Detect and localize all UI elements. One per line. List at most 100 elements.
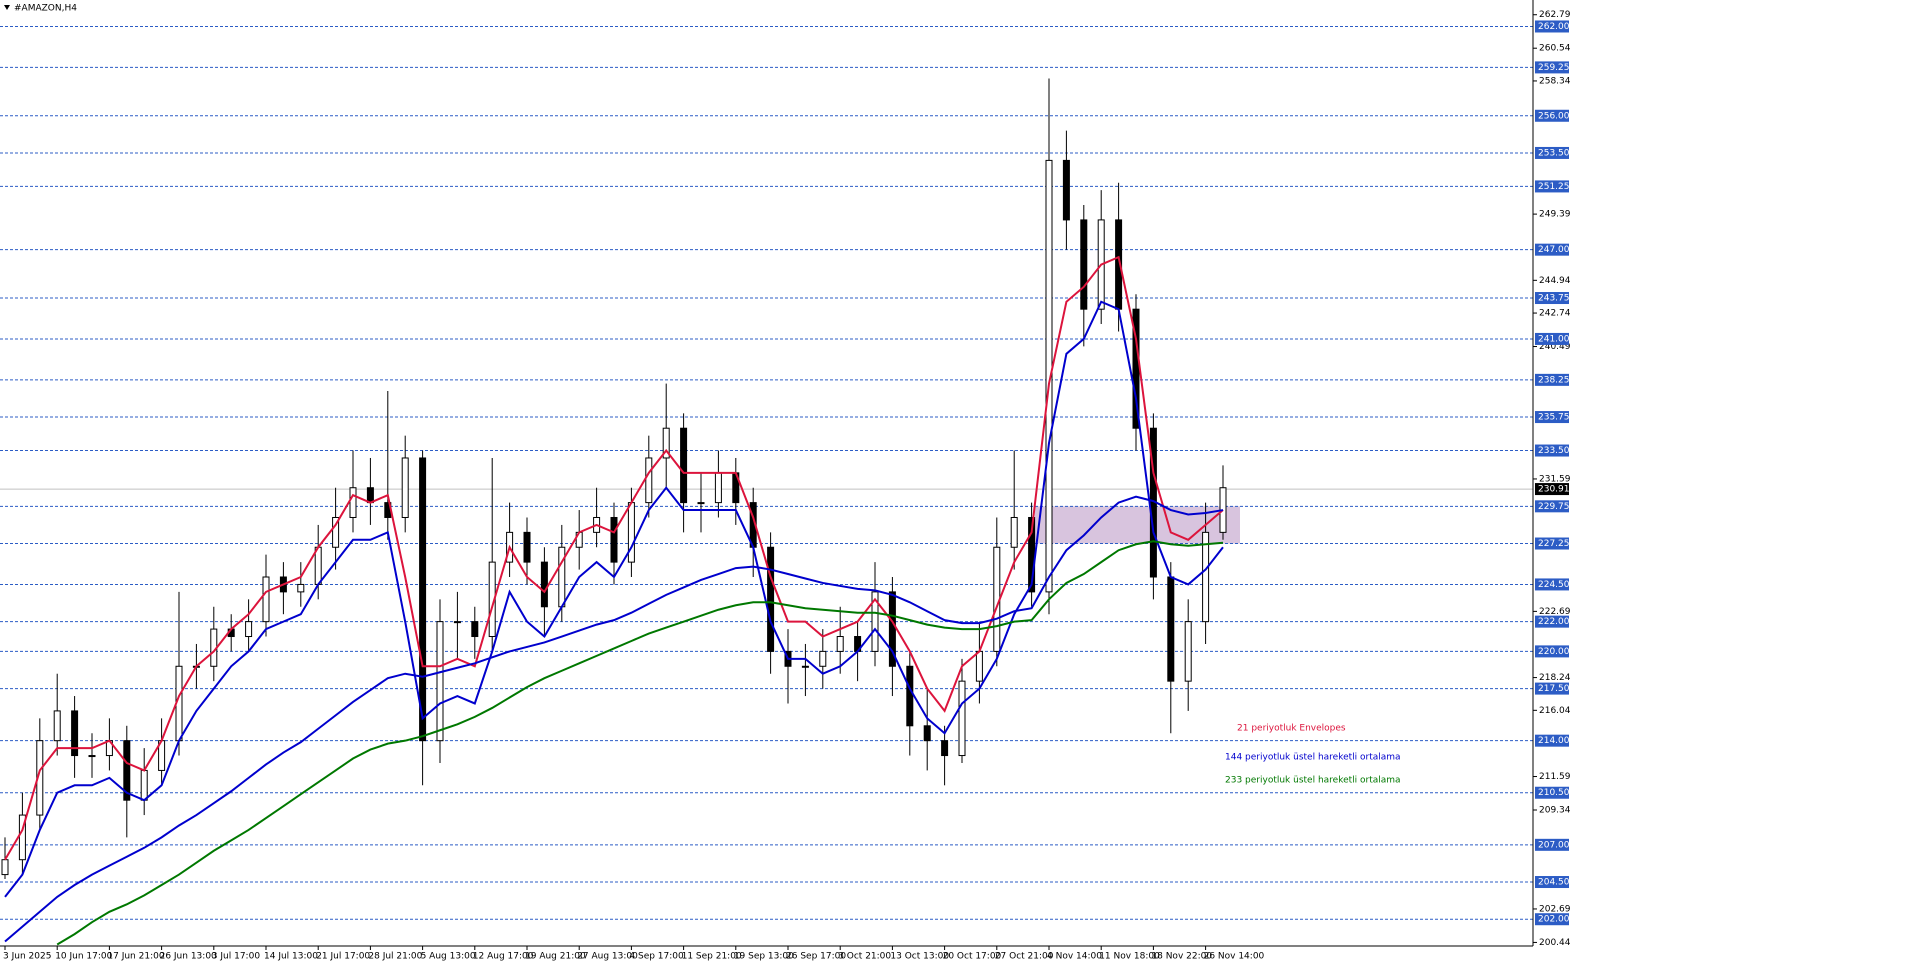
- x-tick-label: 21 Jul 17:00: [316, 952, 370, 962]
- legend-label: 21 periyotluk Envelopes: [1237, 724, 1346, 734]
- level-label: 259.25: [1538, 63, 1570, 73]
- candle-body: [366, 487, 374, 504]
- level-label: 210.50: [1538, 788, 1570, 798]
- candle-body: [801, 665, 809, 668]
- candle-body: [18, 814, 26, 861]
- level-label-bg: [1535, 180, 1569, 193]
- x-tick-label: 13 Oct 13:00: [890, 952, 949, 962]
- level-label: 229.75: [1538, 502, 1570, 512]
- legend-label: 144 periyotluk üstel hareketli ortalama: [1225, 753, 1401, 763]
- level-label: 247.00: [1538, 245, 1570, 255]
- candle-body: [906, 665, 914, 727]
- y-tick-label: 260.54: [1539, 44, 1571, 54]
- level-label: 256.00: [1538, 111, 1570, 121]
- level-label: 224.50: [1538, 580, 1570, 590]
- y-tick-label: 202.69: [1539, 904, 1571, 914]
- level-label: 235.75: [1538, 413, 1570, 423]
- candle-body: [627, 502, 635, 563]
- y-tick-label: 209.34: [1539, 806, 1571, 816]
- level-label-bg: [1535, 292, 1569, 305]
- x-tick-label: 12 Aug 17:00: [473, 952, 534, 962]
- candle-body: [401, 457, 409, 518]
- candle-body: [419, 457, 427, 742]
- level-label-bg: [1535, 146, 1569, 159]
- candle-body: [453, 621, 461, 624]
- candle-body: [1045, 159, 1053, 593]
- candle-body: [697, 502, 705, 505]
- x-tick-label: 11 Nov 18:00: [1099, 952, 1160, 962]
- indicator-line: [4, 255, 1224, 861]
- candle-body: [662, 427, 670, 459]
- indicator-line: [56, 540, 1224, 946]
- candle-body: [1062, 159, 1070, 221]
- candle-body: [349, 487, 357, 518]
- level-label: 262.00: [1538, 22, 1570, 32]
- candle-body: [714, 472, 722, 504]
- x-tick-label: 20 Oct 17:00: [943, 952, 1002, 962]
- y-tick-label: 218.24: [1539, 673, 1571, 683]
- x-tick-label: 18 Nov 22:00: [1151, 952, 1212, 962]
- candle-body: [1167, 576, 1175, 682]
- candle-body: [1202, 531, 1210, 623]
- candle-body: [471, 621, 479, 638]
- candle-body: [836, 636, 844, 652]
- level-label: 227.25: [1538, 539, 1570, 549]
- x-tick-label: 3 Jul 17:00: [212, 952, 261, 962]
- y-tick-label: 242.74: [1539, 309, 1571, 319]
- candle-body: [436, 621, 444, 742]
- candle-body: [1184, 621, 1192, 682]
- x-tick-label: 19 Sep 13:00: [734, 952, 794, 962]
- candle-body: [558, 546, 566, 608]
- y-tick-label: 249.39: [1539, 210, 1571, 220]
- candle-body: [871, 591, 879, 652]
- candle-body: [1010, 516, 1018, 548]
- x-tick-label: 4 Nov 14:00: [1047, 952, 1102, 962]
- level-label: 233.50: [1538, 446, 1570, 456]
- y-tick-label: 211.59: [1539, 772, 1571, 782]
- x-tick-label: 27 Aug 13:00: [577, 952, 638, 962]
- level-label-bg: [1535, 500, 1569, 513]
- level-label-bg: [1535, 645, 1569, 658]
- level-label: 253.50: [1538, 148, 1570, 158]
- y-tick-label: 240.49: [1539, 342, 1571, 352]
- level-label-bg: [1535, 444, 1569, 457]
- current-price-bg: [1535, 483, 1569, 496]
- candle-body: [262, 576, 270, 623]
- level-label-bg: [1535, 243, 1569, 256]
- candle-body: [888, 591, 896, 667]
- x-tick-label: 26 Sep 17:00: [786, 952, 846, 962]
- y-tick-label: 200.44: [1539, 938, 1571, 948]
- level-label: 217.50: [1538, 684, 1570, 694]
- level-label-bg: [1535, 109, 1569, 122]
- level-label: 222.00: [1538, 617, 1570, 627]
- x-tick-label: 17 Jun 21:00: [107, 952, 164, 962]
- menu-arrow: [4, 5, 10, 10]
- candle-body: [297, 583, 305, 593]
- x-tick-label: 27 Oct 21:00: [995, 952, 1054, 962]
- level-label: 204.50: [1538, 878, 1570, 888]
- x-tick-label: 5 Aug 13:00: [421, 952, 476, 962]
- x-tick-label: 28 Jul 21:00: [368, 952, 422, 962]
- y-tick-label: 222.69: [1539, 607, 1571, 617]
- level-label: 202.00: [1538, 915, 1570, 925]
- y-tick-label: 258.34: [1539, 76, 1571, 86]
- indicator-line: [4, 495, 1224, 943]
- candle-body: [123, 740, 131, 801]
- candle-body: [923, 725, 931, 742]
- candle-body: [610, 516, 618, 563]
- candle-body: [767, 546, 775, 652]
- candle-body: [1, 859, 9, 876]
- candle-body: [819, 650, 827, 667]
- chart-title: #AMAZON,H4: [14, 4, 77, 14]
- level-label-bg: [1535, 615, 1569, 628]
- x-tick-label: 14 Jul 13:00: [264, 952, 318, 962]
- level-label-bg: [1535, 786, 1569, 799]
- level-label: 243.75: [1538, 294, 1570, 304]
- candle-body: [314, 546, 322, 585]
- candle-body: [958, 680, 966, 757]
- y-tick-label: 244.94: [1539, 276, 1571, 286]
- x-tick-label: 11 Sep 21:00: [682, 952, 742, 962]
- x-tick-label: 19 Aug 21:00: [525, 952, 586, 962]
- level-label: 251.25: [1538, 182, 1570, 192]
